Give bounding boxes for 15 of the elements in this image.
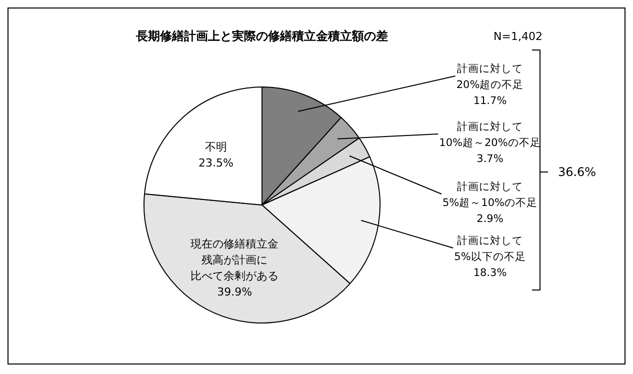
data-label: 23.5% (198, 156, 234, 170)
data-label: 18.3% (473, 267, 507, 279)
text: N=1,402 (494, 30, 542, 43)
text: 36.6% (558, 165, 596, 179)
slice-label: 現在の修繕積立金残高が計画に比べて余剰がある (190, 238, 279, 283)
slice-label: 計画に対して10%超～20%の不足 (439, 120, 541, 149)
chart-title: 長期修繕計画上と実際の修繕積立金積立額の差 (135, 29, 388, 43)
data-label: 2.9% (476, 213, 504, 225)
data-label: 11.7% (473, 95, 507, 107)
legend-label: 計画に対して5%超～10%の不足 (442, 180, 538, 209)
data-label: 3.7% (476, 153, 504, 165)
slice-label: 不明 (204, 140, 227, 154)
slice-label: 計画に対して5%以下の不足 (454, 234, 526, 263)
slice-label: 計画に対して20%超の不足 (456, 62, 524, 91)
data-label: 39.9% (217, 286, 252, 299)
